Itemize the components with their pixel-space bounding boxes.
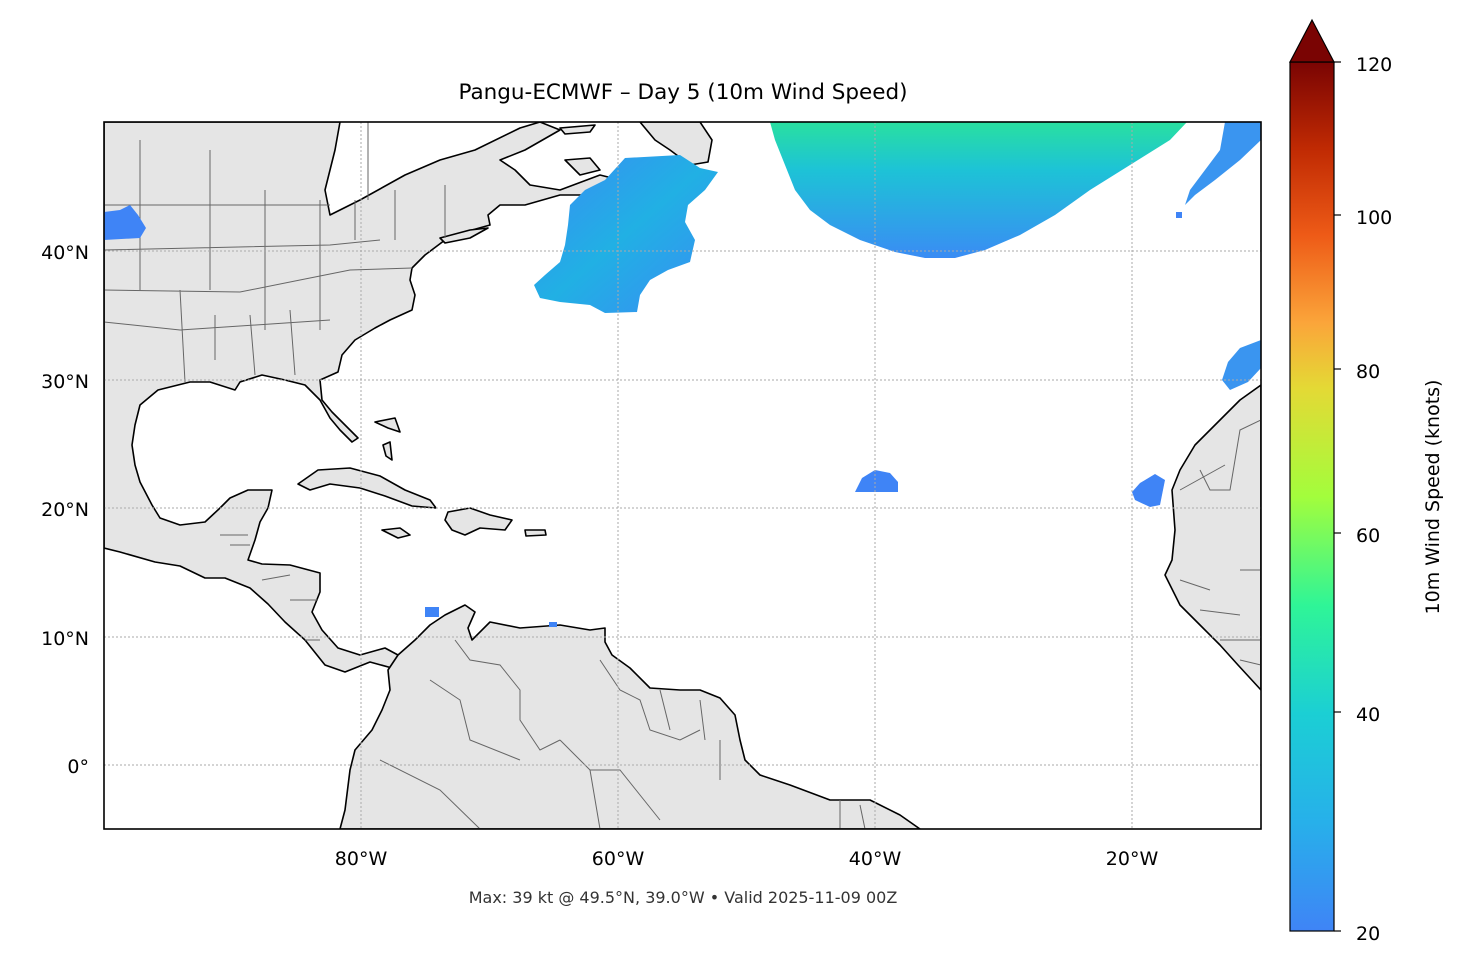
lon-tick-labels: 80°W 60°W 40°W 20°W [335, 848, 1159, 870]
colorbar-label: 10m Wind Speed (knots) [1422, 380, 1444, 615]
lat-tick-label: 0° [67, 756, 89, 778]
colorbar: 20 40 60 80 100 120 10m Wind Speed (knot… [1289, 18, 1444, 945]
long-island-land [439, 227, 489, 244]
bahamas-land [374, 417, 401, 461]
wind-patch-central [855, 470, 898, 492]
map-panel [104, 122, 1261, 829]
colorbar-tick-label: 20 [1356, 923, 1380, 945]
wind-patch-small-1 [425, 607, 439, 617]
lon-tick-label: 60°W [592, 848, 645, 870]
colorbar-extend-arrow [1289, 18, 1335, 63]
pei-land [564, 157, 601, 176]
lon-tick-label: 20°W [1106, 848, 1159, 870]
wind-patch-northeast [1185, 122, 1261, 205]
colorbar-tick-label: 60 [1356, 525, 1380, 547]
map-title: Pangu-ECMWF – Day 5 (10m Wind Speed) [458, 80, 907, 105]
lat-tick-label: 10°N [41, 628, 89, 650]
newfoundland-land [639, 122, 713, 166]
lat-tick-label: 20°N [41, 499, 89, 521]
wind-patch-cape-verde [1132, 474, 1165, 507]
borders-layer [104, 122, 1261, 829]
lat-tick-label: 40°N [41, 242, 89, 264]
lon-tick-label: 40°W [849, 848, 902, 870]
max-wind-annotation: Max: 39 kt @ 49.5°N, 39.0°W • Valid 2025… [469, 888, 898, 907]
wind-patch-north-central [770, 122, 1187, 258]
colorbar-tick-label: 120 [1356, 54, 1392, 76]
lat-tick-label: 30°N [41, 371, 89, 393]
colorbar-tick-label: 80 [1356, 361, 1380, 383]
puerto-rico-land [524, 529, 547, 537]
lat-tick-labels: 40°N 30°N 20°N 10°N 0° [41, 242, 89, 778]
wind-patch-small-2 [549, 622, 557, 627]
jamaica-land [381, 527, 411, 539]
colorbar-tick-label: 100 [1356, 207, 1392, 229]
map-frame [103, 121, 1262, 830]
wind-patch-west [104, 205, 146, 240]
gridlines [104, 122, 1261, 829]
wind-patch-small-3 [1176, 212, 1182, 218]
wind-speed-layer [104, 122, 1261, 627]
colorbar-tick-label: 40 [1356, 704, 1380, 726]
wind-patch-northwest [534, 155, 718, 313]
anticosti-land [559, 124, 596, 135]
south-america-land [339, 604, 921, 829]
africa-land [1164, 384, 1261, 691]
hispaniola-land [444, 507, 513, 536]
lon-tick-label: 80°W [335, 848, 388, 870]
colorbar-scale [1289, 61, 1335, 932]
wind-patch-east [1222, 340, 1261, 390]
